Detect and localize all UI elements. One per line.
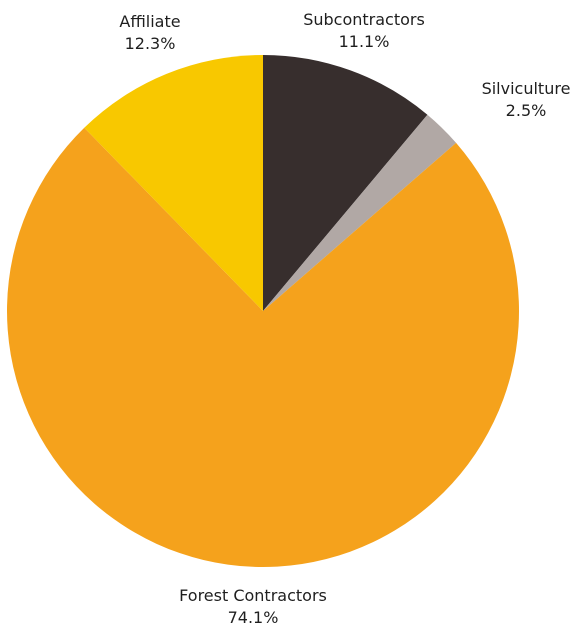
- slice-value-silviculture: 2.5%: [506, 101, 547, 120]
- slice-label-silviculture: Silviculture: [482, 79, 571, 98]
- slice-value-subcontractors: 11.1%: [339, 32, 390, 51]
- slice-value-affiliate: 12.3%: [125, 34, 176, 53]
- pie-slice-affiliate: [84, 55, 264, 311]
- pie-slice-forest-contractors: [7, 127, 520, 567]
- pie-labels: Subcontractors 11.1% Silviculture 2.5% Fores…: [119, 10, 570, 627]
- slice-label-forest-contractors: Forest Contractors: [179, 586, 327, 605]
- pie-slice-silviculture: [263, 114, 457, 311]
- pie-slice-subcontractors: [263, 55, 428, 311]
- slice-value-forest-contractors: 74.1%: [228, 608, 279, 627]
- pie-slices: [7, 55, 520, 567]
- slice-label-affiliate: Affiliate: [119, 12, 180, 31]
- slice-label-subcontractors: Subcontractors: [303, 10, 425, 29]
